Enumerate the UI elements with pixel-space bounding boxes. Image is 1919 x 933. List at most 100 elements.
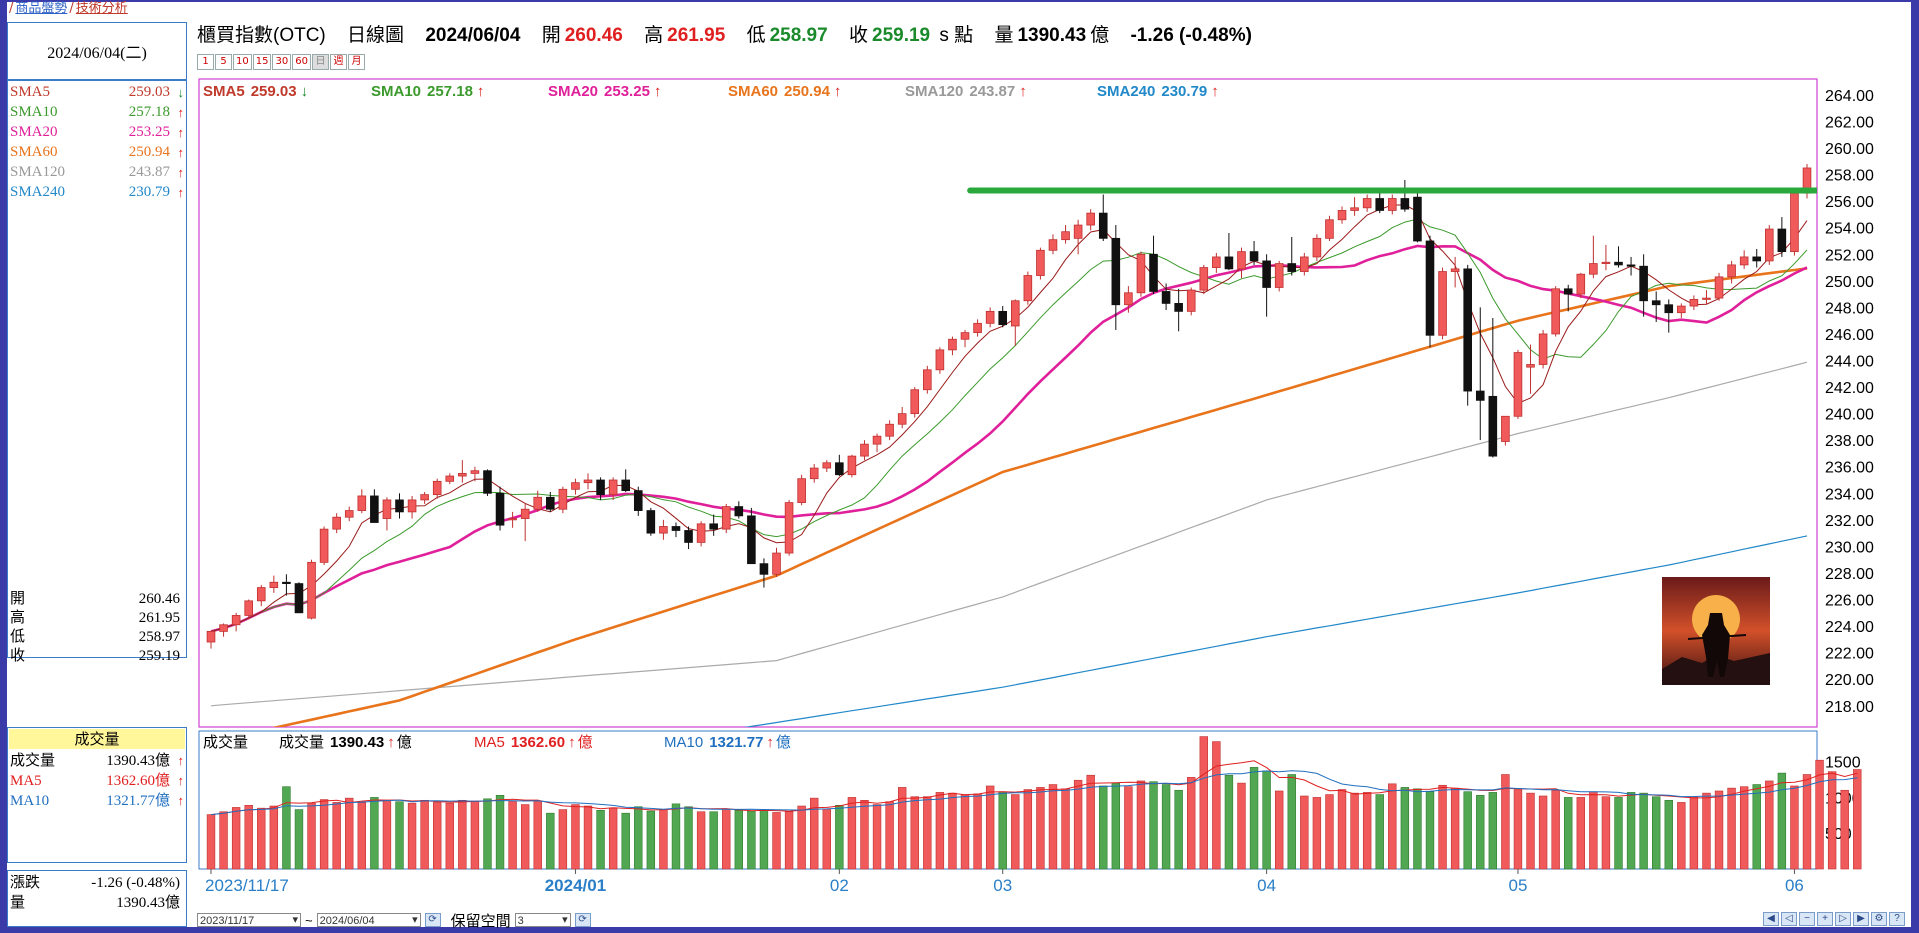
volume-bar[interactable] xyxy=(1840,789,1849,870)
candle-body[interactable] xyxy=(721,506,731,530)
volume-bar[interactable] xyxy=(960,794,970,870)
volume-bar[interactable] xyxy=(1048,784,1058,870)
candle-body[interactable] xyxy=(1488,395,1498,457)
candle-body[interactable] xyxy=(835,462,844,476)
volume-bar[interactable] xyxy=(1274,790,1284,870)
volume-bar[interactable] xyxy=(420,799,429,870)
volume-bar[interactable] xyxy=(1337,789,1347,870)
candle-body[interactable] xyxy=(256,587,266,602)
zoom-out-icon[interactable]: − xyxy=(1799,912,1815,926)
period-button[interactable]: 15 xyxy=(252,54,272,70)
candle-body[interactable] xyxy=(885,423,894,437)
volume-bar[interactable] xyxy=(1626,792,1636,870)
period-button[interactable]: 30 xyxy=(272,54,292,70)
confirm-icon[interactable]: ⟳ xyxy=(574,913,591,927)
candle-body[interactable] xyxy=(1387,198,1397,211)
volume-bar[interactable] xyxy=(1312,797,1322,870)
prev-icon[interactable]: ◁ xyxy=(1781,912,1797,926)
volume-bar[interactable] xyxy=(1199,736,1208,870)
volume-bar[interactable] xyxy=(1576,797,1585,870)
candle-body[interactable] xyxy=(734,506,744,517)
candle-body[interactable] xyxy=(583,479,593,484)
volume-bar[interactable] xyxy=(1739,786,1749,870)
volume-bar[interactable] xyxy=(1476,794,1485,870)
volume-bar[interactable] xyxy=(1300,795,1309,870)
volume-bar[interactable] xyxy=(860,799,869,870)
candle-body[interactable] xyxy=(1400,198,1410,210)
volume-bar[interactable] xyxy=(621,812,630,870)
candle-body[interactable] xyxy=(1601,261,1611,264)
volume-bar[interactable] xyxy=(1161,784,1171,870)
period-button[interactable]: 60 xyxy=(292,54,311,70)
volume-bar[interactable] xyxy=(1023,789,1033,870)
volume-bar[interactable] xyxy=(1086,774,1095,870)
candle-body[interactable] xyxy=(1765,228,1774,262)
volume-bar[interactable] xyxy=(772,812,781,870)
candle-body[interactable] xyxy=(558,488,568,510)
volume-bar[interactable] xyxy=(257,807,266,870)
volume-bar[interactable] xyxy=(558,809,568,870)
volume-bar[interactable] xyxy=(910,796,919,870)
volume-bar[interactable] xyxy=(1450,787,1460,870)
candle-body[interactable] xyxy=(1450,268,1460,272)
volume-bar[interactable] xyxy=(822,808,831,870)
candle-body[interactable] xyxy=(420,494,429,501)
volume-bar[interactable] xyxy=(1652,796,1661,870)
candle-body[interactable] xyxy=(294,583,304,614)
help-icon[interactable]: ? xyxy=(1889,912,1905,926)
volume-bar[interactable] xyxy=(307,802,316,870)
retain-input[interactable]: 3 xyxy=(514,913,571,927)
volume-bar[interactable] xyxy=(596,810,605,870)
volume-bar[interactable] xyxy=(810,797,819,870)
volume-bar[interactable] xyxy=(1551,789,1560,870)
volume-bar[interactable] xyxy=(1802,774,1812,870)
candle-body[interactable] xyxy=(1501,415,1510,442)
candle-body[interactable] xyxy=(546,496,555,510)
candle-body[interactable] xyxy=(282,581,291,584)
candle-body[interactable] xyxy=(621,479,631,492)
candle-body[interactable] xyxy=(319,528,329,563)
candle-body[interactable] xyxy=(533,496,543,510)
volume-bar[interactable] xyxy=(1136,780,1146,870)
settings-icon[interactable]: ⚙ xyxy=(1871,912,1887,926)
candle-body[interactable] xyxy=(1702,297,1711,300)
volume-bar[interactable] xyxy=(923,796,932,870)
candle-body[interactable] xyxy=(219,624,228,632)
candle-body[interactable] xyxy=(684,530,693,543)
candle-body[interactable] xyxy=(1651,300,1661,306)
volume-bar[interactable] xyxy=(1124,786,1133,870)
candle-body[interactable] xyxy=(1689,299,1699,307)
volume-bar[interactable] xyxy=(722,808,731,870)
candle-body[interactable] xyxy=(1312,237,1322,258)
volume-bar[interactable] xyxy=(646,810,656,870)
candle-body[interactable] xyxy=(432,480,442,496)
volume-bar[interactable] xyxy=(1425,791,1435,870)
candle-body[interactable] xyxy=(1237,251,1246,270)
candle-body[interactable] xyxy=(1626,264,1636,267)
first-icon[interactable]: ◀ xyxy=(1763,912,1779,926)
candle-body[interactable] xyxy=(1036,249,1045,276)
candle-body[interactable] xyxy=(1212,256,1221,268)
candle-body[interactable] xyxy=(1274,263,1284,288)
volume-bar[interactable] xyxy=(1400,787,1410,870)
volume-bar[interactable] xyxy=(1262,770,1271,870)
candle-body[interactable] xyxy=(659,526,668,534)
volume-bar[interactable] xyxy=(985,785,995,870)
candle-body[interactable] xyxy=(1111,237,1121,306)
candle-body[interactable] xyxy=(923,369,932,391)
volume-bar[interactable] xyxy=(1174,789,1183,870)
volume-bar[interactable] xyxy=(1325,794,1334,870)
volume-bar[interactable] xyxy=(1765,780,1774,870)
candle-body[interactable] xyxy=(935,349,945,371)
candle-body[interactable] xyxy=(1048,239,1058,251)
candle-body[interactable] xyxy=(998,310,1008,326)
candle-body[interactable] xyxy=(1790,192,1799,253)
volume-bar[interactable] xyxy=(835,804,844,870)
candle-body[interactable] xyxy=(470,470,480,474)
candle-body[interactable] xyxy=(1752,256,1762,262)
volume-bar[interactable] xyxy=(231,807,241,870)
volume-bar[interactable] xyxy=(1752,784,1761,870)
candle-body[interactable] xyxy=(759,563,769,575)
breadcrumb-item-technical[interactable]: 技術分析 xyxy=(75,1,128,16)
volume-bar[interactable] xyxy=(1689,796,1699,870)
